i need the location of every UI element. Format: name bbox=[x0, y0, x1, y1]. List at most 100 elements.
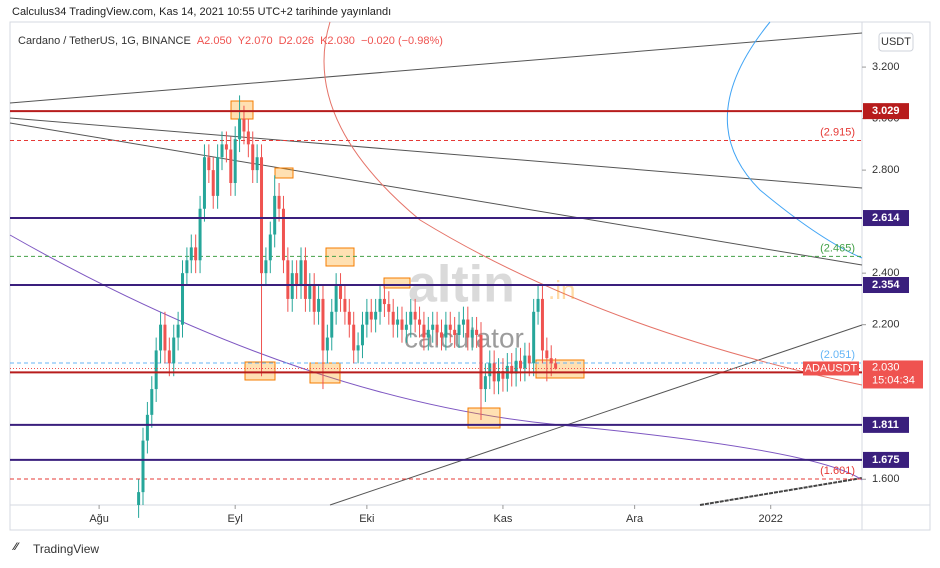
level-label-bg bbox=[863, 210, 909, 227]
y-tick-label: 2.800 bbox=[872, 164, 900, 176]
candle-body bbox=[264, 260, 268, 274]
footer: TradingView bbox=[33, 542, 99, 556]
candle-body bbox=[382, 298, 386, 305]
candle-body bbox=[303, 260, 307, 299]
candle-body bbox=[242, 118, 246, 132]
watermark-domain: .in bbox=[548, 275, 575, 305]
candle-body bbox=[229, 149, 233, 183]
candle-body bbox=[466, 319, 470, 338]
candle-body bbox=[413, 311, 417, 320]
candle-body bbox=[356, 345, 360, 351]
candle-body bbox=[281, 208, 285, 261]
candle-body bbox=[339, 286, 343, 299]
x-tick-label: Eki bbox=[359, 513, 374, 525]
candle-body bbox=[224, 144, 228, 150]
candle-body bbox=[163, 324, 167, 351]
currency-button[interactable] bbox=[878, 32, 914, 52]
level-label-bg bbox=[863, 451, 909, 468]
ohlc-value: −0.020 (−0.98%) bbox=[360, 35, 443, 47]
candle-body bbox=[545, 350, 549, 359]
candle-body bbox=[510, 365, 514, 374]
candle-body bbox=[233, 139, 237, 183]
candle-body bbox=[347, 311, 351, 325]
candle-body bbox=[378, 298, 382, 312]
candle-body bbox=[251, 144, 255, 171]
candle-body bbox=[523, 355, 527, 369]
candle-body bbox=[216, 157, 220, 196]
candle-body bbox=[501, 371, 505, 379]
box bbox=[325, 247, 355, 267]
y-tick-label: 2.200 bbox=[872, 319, 900, 331]
curve bbox=[323, 21, 863, 386]
last-price-symbol: ADAUSDT bbox=[805, 362, 858, 374]
candle-body bbox=[554, 363, 558, 369]
level-label: 2.354 bbox=[872, 279, 900, 291]
level-label-bg bbox=[863, 277, 909, 294]
candle-body bbox=[154, 350, 158, 390]
trend-line bbox=[699, 477, 863, 506]
dashed-level-label: (2.915) bbox=[820, 126, 855, 138]
y-tick-label: 1.600 bbox=[872, 473, 900, 485]
y-tick-label: 2.400 bbox=[872, 267, 900, 279]
level-label-bg bbox=[863, 103, 909, 120]
candle-body bbox=[211, 170, 215, 196]
candle-body bbox=[461, 319, 465, 325]
candle-body bbox=[479, 334, 483, 390]
symbol-title: Cardano / TetherUS, 1G, BINANCE bbox=[18, 35, 191, 47]
box bbox=[383, 277, 411, 289]
ohlc-value: Y2.070 bbox=[237, 35, 273, 47]
candle-body bbox=[198, 208, 202, 261]
ohlc-value: D2.026 bbox=[278, 35, 315, 47]
candle-body bbox=[391, 311, 395, 325]
candle-body bbox=[312, 286, 316, 312]
candle-body bbox=[497, 371, 501, 382]
x-tick-label: Ara bbox=[626, 513, 644, 525]
candle-body bbox=[299, 260, 303, 287]
trend-line bbox=[329, 324, 863, 506]
candle-body bbox=[286, 260, 290, 299]
candle-body bbox=[409, 311, 413, 325]
candle-body bbox=[172, 337, 176, 364]
candle-body bbox=[295, 273, 299, 287]
last-price-label: 2.030 bbox=[872, 361, 900, 373]
currency[interactable]: USDT bbox=[881, 36, 911, 48]
candle-body bbox=[352, 324, 356, 351]
level-label-bg bbox=[863, 416, 909, 433]
candle-body bbox=[277, 195, 281, 209]
candle-body bbox=[453, 329, 457, 335]
candle-body bbox=[202, 157, 206, 209]
candle-body bbox=[536, 298, 540, 312]
candle-body bbox=[176, 324, 180, 338]
last-price-tag-bg bbox=[803, 361, 859, 376]
candle-body bbox=[145, 414, 149, 441]
level-label: 1.811 bbox=[872, 419, 899, 431]
box bbox=[535, 359, 585, 379]
candle-body bbox=[308, 286, 312, 299]
x-tick-label: Ağu bbox=[89, 513, 109, 525]
ohlc-value: A2.050 bbox=[196, 35, 232, 47]
level-label: 2.614 bbox=[872, 212, 900, 224]
candle-body bbox=[549, 358, 553, 364]
legend: Cardano / TetherUS, 1G, BINANCE A2.050 Y2… bbox=[18, 35, 443, 47]
candle-body bbox=[207, 157, 211, 171]
candle-body bbox=[360, 324, 364, 346]
x-tick-label: 2022 bbox=[758, 513, 782, 525]
candle-body bbox=[488, 363, 492, 377]
candle-body bbox=[273, 195, 277, 235]
candle-body bbox=[439, 332, 443, 338]
candle-body bbox=[185, 260, 189, 274]
candle-body bbox=[444, 324, 448, 338]
publisher: Calculus34 TradingView.com, Kas 14, 2021… bbox=[12, 6, 392, 18]
candle-body bbox=[334, 286, 338, 312]
candle-body bbox=[330, 311, 334, 338]
candle-body bbox=[514, 360, 518, 374]
candle-body bbox=[387, 304, 391, 312]
trend-line bbox=[9, 122, 863, 266]
candle-body bbox=[325, 337, 329, 351]
candle-body bbox=[137, 492, 141, 505]
box bbox=[467, 407, 501, 429]
candle-body bbox=[150, 389, 154, 415]
